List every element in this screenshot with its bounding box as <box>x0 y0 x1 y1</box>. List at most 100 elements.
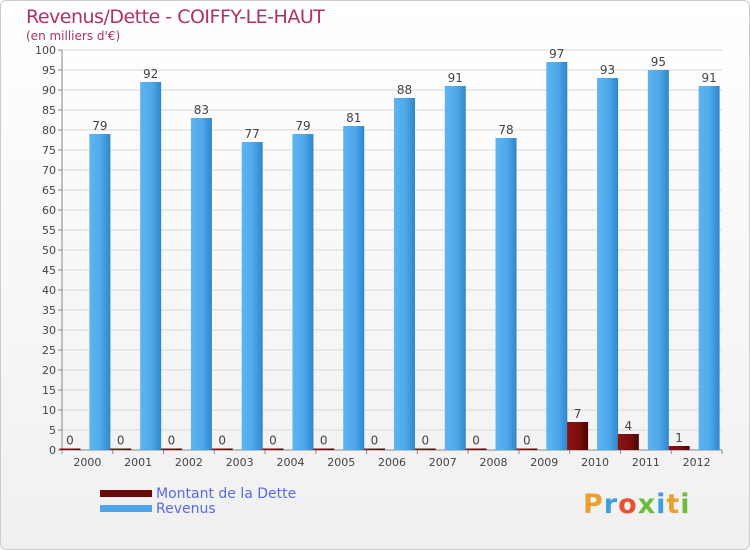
data-label-revenus: 91 <box>448 71 463 85</box>
bar-revenus <box>597 78 619 450</box>
logo-letter: r <box>603 489 619 520</box>
y-tick-label: 10 <box>42 404 56 417</box>
bar-revenus <box>292 134 314 450</box>
data-label-revenus: 95 <box>651 55 666 69</box>
x-tick-label: 2009 <box>530 456 558 469</box>
data-label-dette: 0 <box>523 434 531 448</box>
y-tick-label: 90 <box>42 84 56 97</box>
bar-revenus <box>647 70 669 450</box>
bar-dette <box>364 448 385 450</box>
data-label-revenus: 88 <box>397 83 412 97</box>
data-label-dette: 0 <box>421 434 429 448</box>
bar-revenus <box>394 98 415 450</box>
y-tick-label: 50 <box>42 244 56 257</box>
chart-subtitle: (en milliers d'€) <box>26 29 121 43</box>
y-tick-label: 30 <box>42 324 56 337</box>
legend-swatch-revenus <box>100 505 152 512</box>
data-label-revenus: 83 <box>194 103 209 117</box>
data-label-dette: 0 <box>117 434 125 448</box>
x-tick-label: 2012 <box>683 456 711 469</box>
logo-letter: o <box>618 489 638 520</box>
bar-dette <box>465 448 487 450</box>
bar-revenus <box>343 126 365 450</box>
data-label-dette: 0 <box>218 434 226 448</box>
x-tick-label: 2000 <box>73 456 101 469</box>
y-tick-label: 60 <box>42 204 56 217</box>
data-label-revenus: 77 <box>245 127 260 141</box>
y-tick-label: 65 <box>42 184 56 197</box>
x-tick-label: 2002 <box>175 456 203 469</box>
data-label-dette: 0 <box>269 434 277 448</box>
x-tick-label: 2001 <box>124 456 152 469</box>
bar-dette <box>567 422 589 450</box>
bar-revenus <box>140 82 162 450</box>
y-tick-label: 40 <box>42 284 56 297</box>
legend: Montant de la Dette Revenus <box>100 485 297 517</box>
bar-dette <box>160 448 182 450</box>
bar-dette <box>262 448 284 450</box>
y-tick-label: 25 <box>42 344 56 357</box>
bar-dette <box>211 448 233 450</box>
data-label-revenus: 97 <box>549 47 564 61</box>
data-label-revenus: 81 <box>346 111 361 125</box>
chart-title: Revenus/Dette - COIFFY-LE-HAUT <box>26 6 325 28</box>
bar-revenus <box>495 138 517 450</box>
data-label-dette: 0 <box>320 434 328 448</box>
legend-swatch-dette <box>100 490 152 497</box>
logo-letter: i <box>680 489 691 520</box>
y-tick-label: 20 <box>42 364 56 377</box>
data-label-revenus: 78 <box>498 123 513 137</box>
data-label-dette: 4 <box>625 419 633 433</box>
logo-letter: t <box>666 489 681 520</box>
data-label-dette: 7 <box>574 407 582 421</box>
logo-letter: P <box>583 489 604 520</box>
x-tick-label: 2005 <box>327 456 355 469</box>
x-tick-label: 2004 <box>276 456 304 469</box>
y-tick-label: 80 <box>42 124 56 137</box>
data-label-dette: 0 <box>168 434 176 448</box>
logo-letter: i <box>656 489 667 520</box>
legend-label-dette: Montant de la Dette <box>156 485 297 502</box>
logo-letter: x <box>637 489 657 520</box>
legend-item-revenus: Revenus <box>100 501 296 517</box>
bar-revenus <box>241 142 263 450</box>
bar-revenus <box>444 86 466 450</box>
x-tick-label: 2007 <box>429 456 457 469</box>
legend-item-dette: Montant de la Dette <box>100 485 297 502</box>
x-tick-label: 2003 <box>226 456 254 469</box>
x-tick-label: 2011 <box>632 456 660 469</box>
data-label-dette: 0 <box>371 434 379 448</box>
data-label-revenus: 79 <box>92 119 107 133</box>
bar-revenus <box>698 86 720 450</box>
data-label-dette: 1 <box>675 431 683 445</box>
y-tick-label: 45 <box>42 264 56 277</box>
data-label-dette: 0 <box>472 434 480 448</box>
x-tick-label: 2006 <box>378 456 406 469</box>
x-tick-label: 2010 <box>581 456 609 469</box>
y-tick-label: 0 <box>49 444 56 457</box>
y-tick-label: 5 <box>49 424 56 437</box>
bar-dette <box>313 448 335 450</box>
bar-dette <box>59 448 81 450</box>
y-tick-label: 100 <box>35 44 56 57</box>
y-tick-label: 35 <box>42 304 56 317</box>
bar-dette <box>617 434 639 450</box>
bar-revenus <box>89 134 111 450</box>
y-tick-label: 85 <box>42 104 56 117</box>
x-tick-label: 2008 <box>480 456 508 469</box>
bar-dette <box>414 448 436 450</box>
data-label-revenus: 79 <box>295 119 310 133</box>
bar-revenus <box>546 62 568 450</box>
y-tick-label: 70 <box>42 164 56 177</box>
y-tick-label: 15 <box>42 384 56 397</box>
bar-dette <box>668 446 690 450</box>
y-tick-label: 95 <box>42 64 56 77</box>
bar-dette <box>110 448 132 450</box>
data-label-dette: 0 <box>66 434 74 448</box>
bar-revenus <box>190 118 212 450</box>
y-tick-label: 75 <box>42 144 56 157</box>
data-label-revenus: 91 <box>701 71 716 85</box>
data-label-revenus: 93 <box>600 63 615 77</box>
